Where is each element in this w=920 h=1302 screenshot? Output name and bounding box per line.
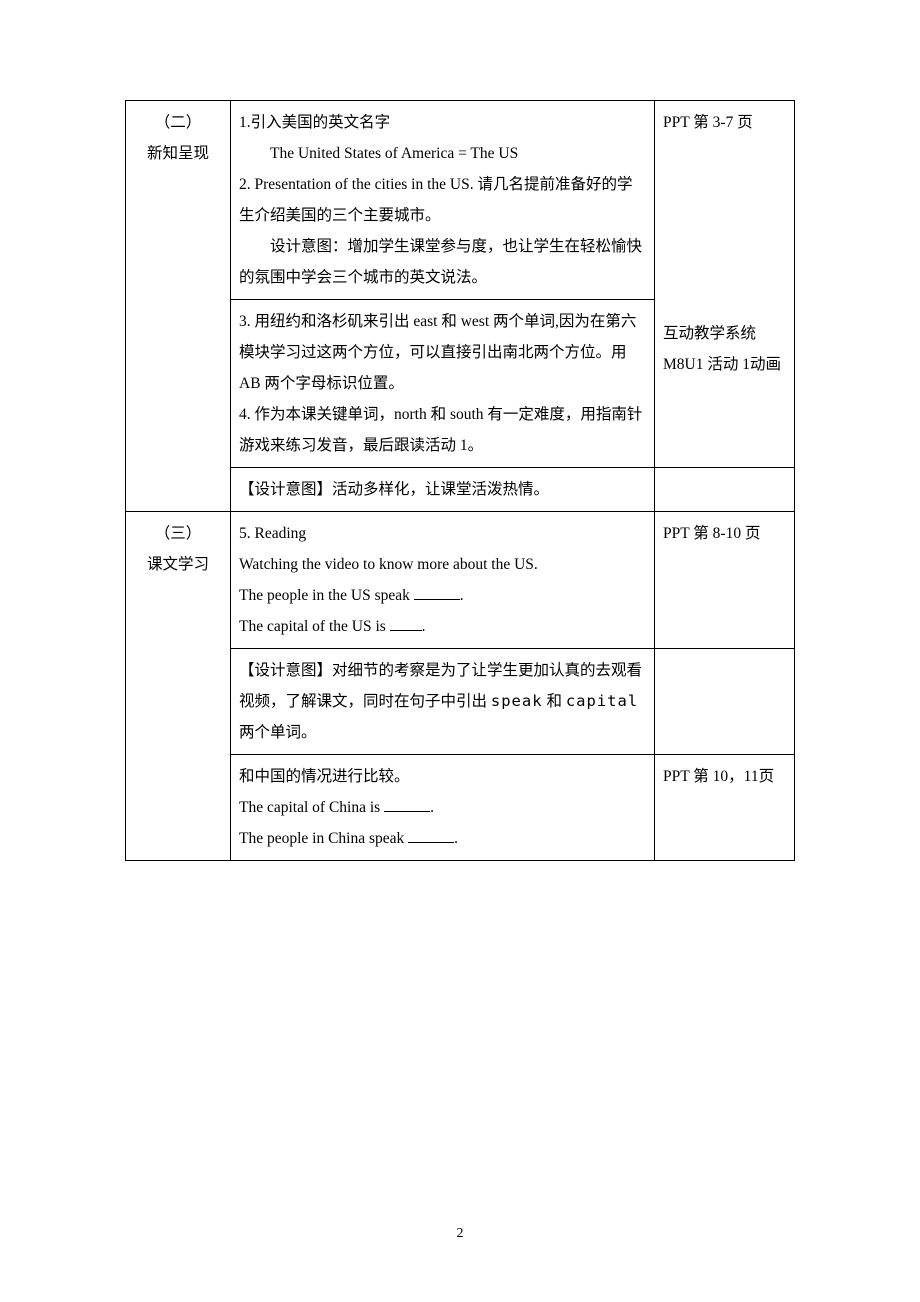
section-3-head-line2: 课文学习: [147, 556, 209, 573]
document-page: （二） 新知呈现 1.引入美国的英文名字 The United States o…: [0, 0, 920, 1302]
text: .: [460, 587, 464, 604]
text: PPT 第 8-10 页: [663, 525, 760, 542]
text: .: [422, 618, 426, 635]
text: The capital of China is: [239, 799, 384, 816]
text: 设计意图：增加学生课堂参与度，也让学生在轻松愉快的氛围中学会三个城市的英文说法。: [239, 238, 642, 286]
text: 3. 用纽约和洛杉矶来引出 east 和 west 两个单词,因为在第六模块学习…: [239, 313, 636, 392]
section-3-header: （三） 课文学习: [126, 512, 231, 861]
section-2-notes-1: PPT 第 3-7 页 互动教学系统M8U1 活动 1动画: [655, 101, 795, 468]
lesson-plan-table: （二） 新知呈现 1.引入美国的英文名字 The United States o…: [125, 100, 795, 861]
text: 两个单词。: [239, 724, 317, 741]
section-2-row3-content: 【设计意图】活动多样化，让课堂活泼热情。: [231, 468, 655, 512]
section-3-notes-1: PPT 第 8-10 页: [655, 512, 795, 649]
text: 2. Presentation of the cities in the US.…: [239, 176, 633, 224]
section-3-row1-content: 5. Reading Watching the video to know mo…: [231, 512, 655, 649]
section-2-row2-content: 3. 用纽约和洛杉矶来引出 east 和 west 两个单词,因为在第六模块学习…: [231, 300, 655, 468]
section-2-head-line2: 新知呈现: [147, 145, 209, 162]
text: 和中国的情况进行比较。: [239, 768, 410, 785]
text: PPT 第 3-7 页: [663, 114, 753, 131]
section-2-head-line1: （二）: [155, 114, 202, 131]
section-3-head-line1: （三）: [155, 525, 202, 542]
text: 【设计意图】活动多样化，让课堂活泼热情。: [239, 481, 549, 498]
section-3-row3-content: 和中国的情况进行比较。 The capital of China is . Th…: [231, 755, 655, 861]
section-3-notes-3: PPT 第 10，11页: [655, 755, 795, 861]
text: The people in China speak: [239, 830, 408, 847]
section-2-header: （二） 新知呈现: [126, 101, 231, 512]
section-2-notes-3: [655, 468, 795, 512]
text: 4. 作为本课关键单词，north 和 south 有一定难度，用指南针游戏来练…: [239, 406, 642, 454]
text: 5. Reading: [239, 525, 306, 542]
table-row: （三） 课文学习 5. Reading Watching the video t…: [126, 512, 795, 649]
fill-blank: [414, 585, 460, 601]
text: The United States of America = The US: [270, 145, 518, 162]
text: Watching the video to know more about th…: [239, 556, 538, 573]
fill-blank: [390, 616, 422, 632]
keyword-capital: capital: [566, 692, 638, 710]
section-2-row1-content: 1.引入美国的英文名字 The United States of America…: [231, 101, 655, 300]
fill-blank: [408, 828, 454, 844]
text: .: [430, 799, 434, 816]
text: .: [454, 830, 458, 847]
text: 互动教学系统M8U1 活动 1动画: [663, 325, 781, 373]
text: 和: [546, 693, 565, 710]
section-3-notes-2: [655, 649, 795, 755]
page-number-text: 2: [457, 1226, 464, 1241]
keyword-speak: speak: [491, 692, 543, 710]
text: The capital of the US is: [239, 618, 390, 635]
text: PPT 第 10，11页: [663, 768, 774, 785]
table-row: （二） 新知呈现 1.引入美国的英文名字 The United States o…: [126, 101, 795, 300]
text: 1.引入美国的英文名字: [239, 114, 390, 131]
fill-blank: [384, 797, 430, 813]
page-number: 2: [0, 1226, 920, 1242]
section-3-row2-content: 【设计意图】对细节的考察是为了让学生更加认真的去观看视频，了解课文，同时在句子中…: [231, 649, 655, 755]
text: The people in the US speak: [239, 587, 414, 604]
